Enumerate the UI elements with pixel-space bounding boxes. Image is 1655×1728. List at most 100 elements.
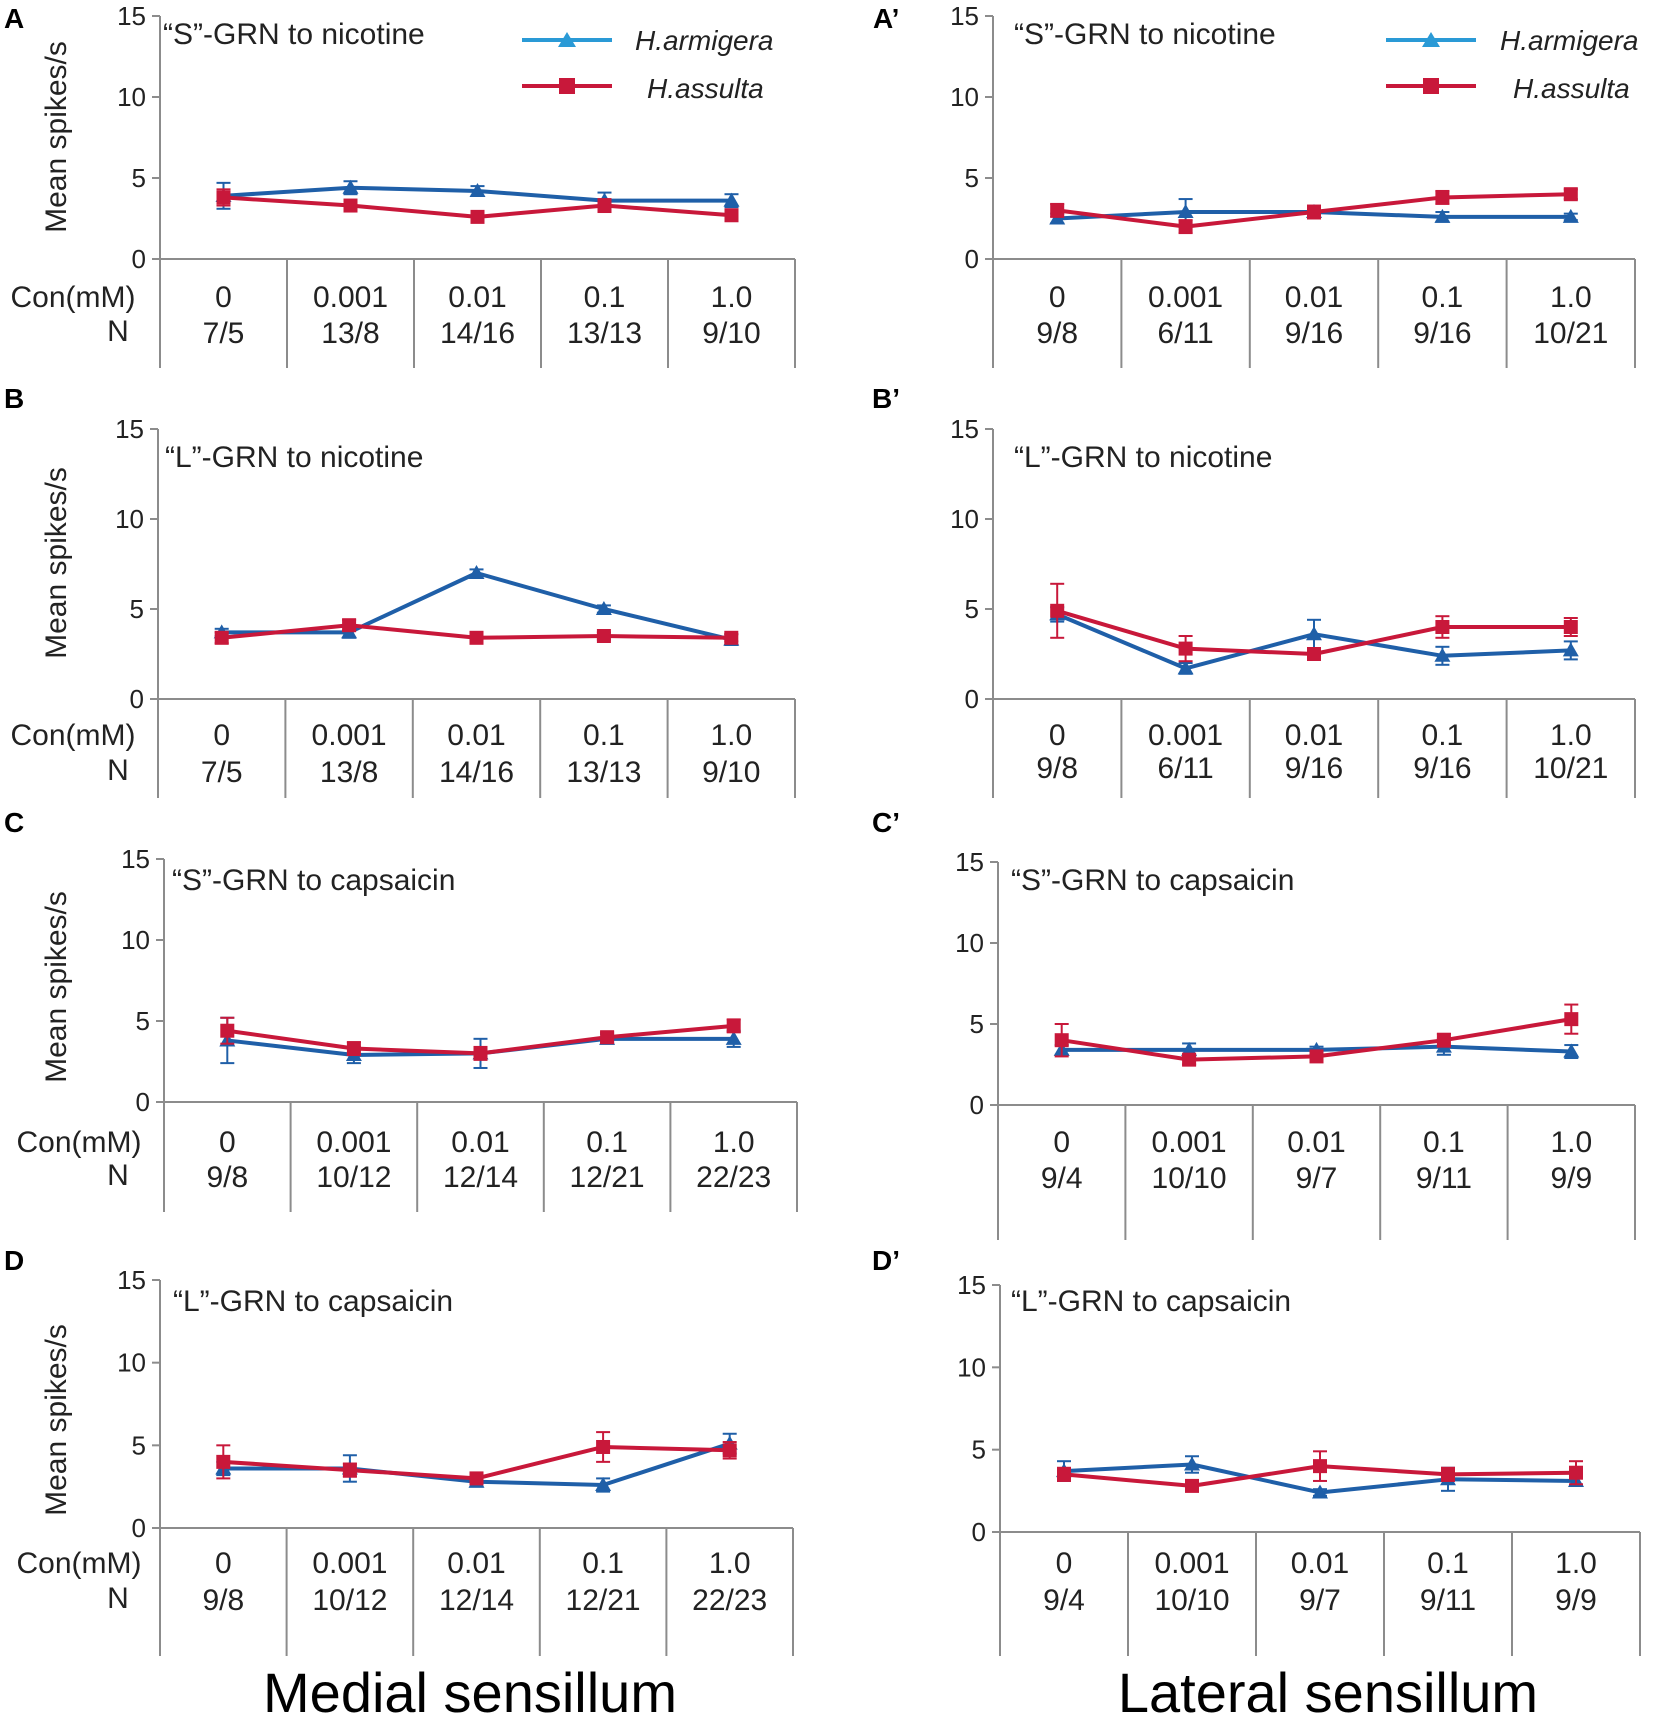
data-point [220, 1024, 234, 1038]
n-label: 10/12 [316, 1161, 391, 1194]
y-tick-label: 0 [132, 1513, 146, 1543]
n-label: 13/8 [321, 317, 379, 350]
n-label: 9/9 [1555, 1584, 1597, 1617]
n-label: 9/7 [1299, 1584, 1341, 1617]
panel-letter: B’ [872, 383, 900, 414]
n-label: 9/8 [1036, 317, 1078, 350]
y-tick-label: 15 [950, 414, 979, 444]
concentration-label: 1.0 [1555, 1547, 1597, 1580]
data-point [1564, 187, 1578, 201]
concentration-label: 0.1 [583, 719, 625, 752]
concentration-label: 1.0 [1550, 719, 1592, 752]
y-tick-label: 15 [121, 844, 150, 874]
n-label: 9/16 [1413, 752, 1471, 785]
y-axis-label: Mean spikes/s [40, 1324, 73, 1516]
concentration-label: 0.001 [1148, 281, 1223, 314]
data-point [598, 199, 612, 213]
y-tick-label: 10 [950, 504, 979, 534]
data-point [347, 1042, 361, 1056]
y-tick-label: 15 [117, 1265, 146, 1295]
n-row-label: N [107, 1582, 129, 1615]
y-tick-label: 0 [972, 1517, 986, 1547]
data-point [1437, 1033, 1451, 1047]
n-label: 9/10 [702, 756, 760, 789]
panel-letter: A’ [873, 3, 899, 34]
data-point [343, 1463, 357, 1477]
legend-assulta-label: H.assulta [1513, 73, 1630, 104]
n-label: 12/21 [566, 1584, 641, 1617]
legend-armigera-label: H.armigera [635, 25, 773, 56]
panel-letter: D [4, 1245, 24, 1276]
n-label: 10/21 [1533, 317, 1608, 350]
panel-title: “S”-GRN to capsaicin [1011, 864, 1294, 897]
series-armigera [1049, 606, 1579, 674]
data-point [470, 1471, 484, 1485]
y-tick-label: 0 [970, 1090, 984, 1120]
n-label: 9/11 [1416, 1162, 1472, 1195]
data-point [342, 618, 356, 632]
n-label: 9/16 [1285, 752, 1343, 785]
concentration-label: 0.1 [586, 1126, 628, 1159]
con-row-label: Con(mM) [11, 281, 136, 314]
panel-letter: C [4, 807, 24, 838]
panel-D2: D’ 0 5 10 15 “L”-GRN to capsaicin 0 9/4 0.001 10/… [872, 1245, 1640, 1656]
n-label: 14/16 [440, 317, 515, 350]
concentration-label: 0.1 [1422, 281, 1464, 314]
n-label: 12/14 [443, 1161, 518, 1194]
data-point [724, 631, 738, 645]
data-point [723, 1443, 737, 1457]
n-label: 9/9 [1550, 1162, 1592, 1195]
n-label: 9/16 [1285, 317, 1343, 350]
concentration-label: 0 [215, 1547, 232, 1580]
panel-title: “S”-GRN to capsaicin [172, 864, 455, 897]
n-label: 9/4 [1043, 1584, 1085, 1617]
y-tick-label: 5 [965, 163, 979, 193]
concentration-label: 0.01 [1291, 1547, 1349, 1580]
concentration-label: 0.1 [1423, 1126, 1465, 1159]
concentration-label: 0.001 [1148, 719, 1223, 752]
n-label: 6/11 [1158, 752, 1214, 785]
legend-armigera-label: H.armigera [1500, 25, 1638, 56]
concentration-label: 1.0 [711, 281, 753, 314]
y-tick-label: 10 [117, 82, 146, 112]
n-label: 9/7 [1296, 1162, 1338, 1195]
data-point [1569, 1466, 1583, 1480]
data-point [1055, 1033, 1069, 1047]
n-label: 13/13 [567, 317, 642, 350]
concentration-label: 1.0 [709, 1547, 751, 1580]
y-tick-label: 10 [957, 1352, 986, 1382]
n-label: 9/4 [1041, 1162, 1083, 1195]
panel-letter: C’ [872, 807, 900, 838]
y-tick-label: 0 [965, 684, 979, 714]
data-point [1310, 1049, 1324, 1063]
panel-title: “L”-GRN to capsaicin [1011, 1285, 1291, 1318]
panel-letter: B [4, 383, 24, 414]
data-point [597, 629, 611, 643]
y-tick-label: 15 [950, 1, 979, 31]
n-label: 13/13 [566, 756, 641, 789]
y-tick-label: 5 [965, 594, 979, 624]
concentration-label: 0 [1049, 719, 1066, 752]
y-tick-label: 10 [950, 82, 979, 112]
y-tick-label: 0 [132, 244, 146, 274]
panel-title: “L”-GRN to nicotine [165, 441, 423, 474]
y-axis-label: Mean spikes/s [40, 467, 73, 659]
concentration-label: 0.1 [582, 1547, 624, 1580]
concentration-label: 0.01 [447, 1547, 505, 1580]
panel-C: C051015Mean spikes/s“S”-GRN to capsaicin… [4, 807, 797, 1212]
concentration-label: 1.0 [710, 719, 752, 752]
n-label: 14/16 [439, 756, 514, 789]
data-point [1441, 1467, 1455, 1481]
n-label: 9/8 [206, 1161, 248, 1194]
concentration-label: 0.001 [316, 1126, 391, 1159]
n-label: 10/12 [312, 1584, 387, 1617]
series-assulta [1050, 187, 1578, 233]
con-row-label: Con(mM) [11, 719, 136, 752]
panel-title: “S”-GRN to nicotine [1014, 18, 1276, 51]
concentration-label: 0.001 [313, 281, 388, 314]
concentration-label: 0.1 [584, 281, 626, 314]
n-label: 13/8 [320, 756, 378, 789]
